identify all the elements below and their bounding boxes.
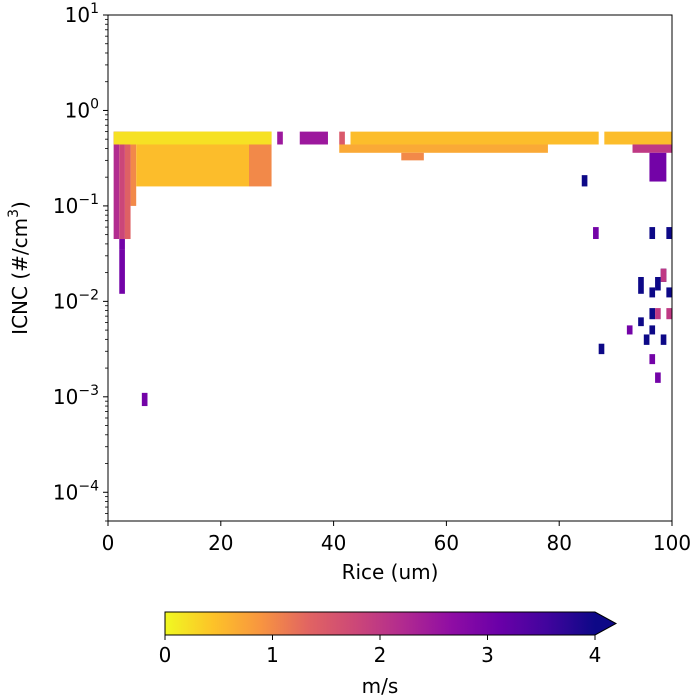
y-tick-label: 10−3 <box>53 383 99 409</box>
x-axis-ticks: 0 20 40 60 80 100 <box>102 521 691 555</box>
colorbar-label: m/s <box>362 674 399 698</box>
heatmap-cell <box>649 152 667 182</box>
colorbar-tick-label: 0 <box>159 643 172 667</box>
heatmap-cell <box>401 152 424 161</box>
y-tick-label: 10−2 <box>53 287 99 313</box>
heatmap-cell <box>666 287 672 298</box>
heatmap-cell <box>350 131 599 145</box>
colorbar: 0 1 2 3 4 m/s <box>159 611 618 698</box>
x-tick-label: 20 <box>208 531 233 555</box>
heatmap-cell <box>119 249 125 294</box>
y-tick-label: 10−1 <box>53 192 99 218</box>
colorbar-extend-arrow <box>595 612 616 635</box>
heatmap-cell <box>119 131 125 240</box>
heatmap-cell <box>119 239 125 250</box>
heatmap-cells <box>113 131 672 407</box>
heatmap-cell <box>124 131 131 240</box>
heatmap-cell <box>113 131 272 145</box>
heatmap-cell <box>649 325 656 335</box>
heatmap-cell <box>632 144 672 153</box>
heatmap-cell <box>581 175 588 187</box>
y-tick-label: 100 <box>65 96 99 122</box>
heatmap-cell <box>660 334 667 345</box>
heatmap-cell <box>655 372 661 383</box>
heatmap-cell <box>113 131 120 240</box>
heatmap-cell <box>593 227 599 240</box>
x-tick-label: 60 <box>434 531 459 555</box>
x-tick-label: 0 <box>102 531 115 555</box>
heatmap-cell <box>339 144 548 153</box>
x-tick-label: 80 <box>546 531 571 555</box>
heatmap-cell <box>277 131 283 145</box>
plot-area <box>108 15 672 521</box>
heatmap-cell <box>130 131 137 206</box>
x-tick-label: 40 <box>321 531 346 555</box>
y-axis-title-main: ICNC (#/cm <box>8 218 32 335</box>
heatmap-cell <box>339 131 345 145</box>
colorbar-outline <box>164 611 618 636</box>
heatmap-cell <box>638 276 644 294</box>
heatmap-cell <box>666 308 672 320</box>
y-axis-title-end: ) <box>8 201 32 209</box>
heatmap-cell <box>660 268 667 282</box>
y-axis-title: ICNC (#/cm3) <box>6 201 32 335</box>
colorbar-tick-label: 3 <box>481 643 494 667</box>
colorbar-gradient <box>165 612 595 635</box>
plot-frame <box>107 14 673 522</box>
heatmap-cell <box>649 227 656 240</box>
heatmap-cell <box>249 131 272 187</box>
heatmap-cell <box>141 392 148 407</box>
heatmap-cell <box>598 343 605 355</box>
colorbar-tick-label: 1 <box>266 643 279 667</box>
heatmap-cell <box>649 287 656 298</box>
y-axis-title-sup: 3 <box>6 209 22 218</box>
heatmap-cell <box>643 334 650 345</box>
heatmap-cell <box>649 308 656 320</box>
colorbar-tick-label: 4 <box>589 643 602 667</box>
heatmap-cell <box>655 308 661 320</box>
heatmap-cell <box>655 276 661 291</box>
y-tick-label: 10−4 <box>53 478 99 504</box>
heatmap-cell <box>604 131 672 145</box>
heatmap-cell <box>638 317 644 327</box>
heatmap-cell <box>649 354 656 365</box>
y-axis-ticks: 101 100 10−1 10−2 10−3 10−4 <box>53 1 108 522</box>
colorbar-ticks: 0 1 2 3 4 <box>159 635 602 667</box>
heatmap-cell <box>666 227 672 240</box>
heatmap-cell <box>299 131 328 145</box>
x-axis-title: Rice (um) <box>342 560 439 584</box>
heatmap-cell <box>626 325 633 335</box>
x-tick-label: 100 <box>653 531 691 555</box>
colorbar-tick-label: 2 <box>374 643 387 667</box>
y-tick-label: 101 <box>65 1 99 27</box>
